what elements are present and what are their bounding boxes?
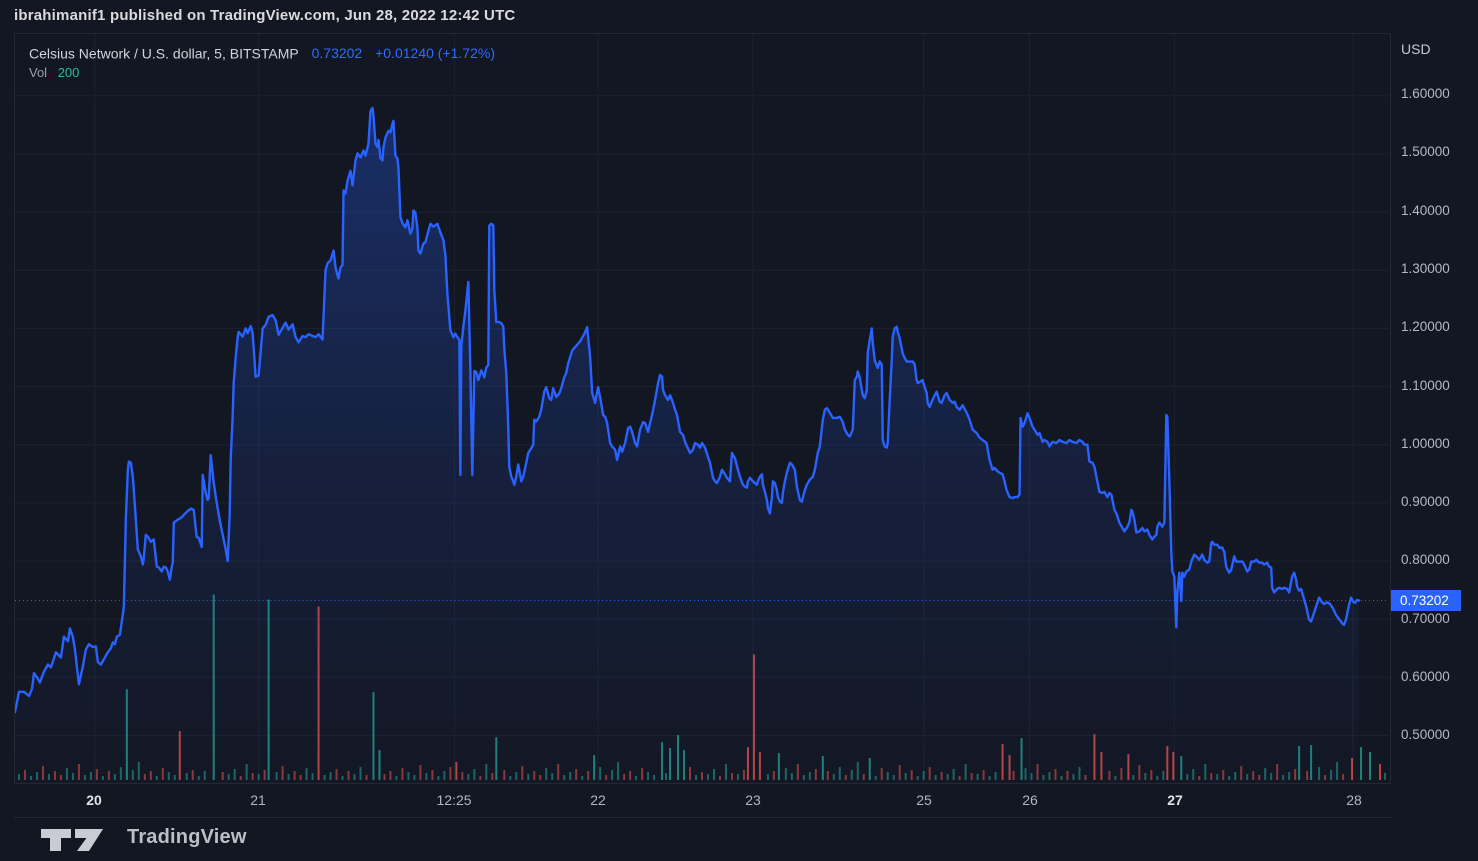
tradingview-brand-text[interactable]: TradingView	[127, 826, 247, 848]
last-price-axis-label: 0.73202	[1391, 590, 1461, 611]
price-line	[15, 106, 1361, 714]
price-chart-canvas[interactable]	[15, 34, 1390, 783]
price-axis[interactable]: USD 1.60000 1.50000 1.40000 1.30000 1.20000 1…	[1391, 33, 1478, 784]
tradingview-logo-icon[interactable]	[39, 827, 107, 853]
price-axis-label: 0.80000	[1401, 552, 1450, 568]
last-price-value: 0.73202	[311, 45, 363, 62]
chart-pane[interactable]: Celsius Network / U.S. dollar, 5, BITSTA…	[14, 33, 1391, 784]
time-axis-label-25: 25	[916, 792, 932, 808]
price-axis-label: 1.10000	[1401, 377, 1450, 393]
time-axis-label-21: 21	[250, 792, 266, 808]
volume-bar	[1384, 773, 1387, 781]
price-axis-label: 1.50000	[1401, 144, 1450, 160]
published-header: ibrahimanif1 published on TradingView.co…	[14, 7, 516, 24]
time-axis[interactable]: 20 21 12:25 22 23 25 26 27 28	[14, 784, 1391, 818]
price-axis-label: 1.60000	[1401, 86, 1450, 101]
time-axis-label-22: 22	[590, 792, 606, 808]
volume-bar	[1379, 764, 1382, 781]
price-axis-label: 1.20000	[1401, 319, 1450, 335]
time-axis-label-27: 27	[1167, 792, 1183, 808]
time-axis-label-23: 23	[745, 792, 761, 808]
chart-legend: Celsius Network / U.S. dollar, 5, BITSTA…	[29, 44, 495, 80]
currency-label: USD	[1401, 41, 1431, 57]
footer-bar: TradingView	[0, 818, 1478, 861]
price-axis-label: 0.90000	[1401, 494, 1450, 510]
volume-bar	[1369, 752, 1372, 781]
price-axis-label: 1.40000	[1401, 202, 1450, 218]
price-axis-label: 0.50000	[1401, 727, 1450, 743]
price-axis-label: 0.70000	[1401, 610, 1450, 626]
price-axis-label: 1.00000	[1401, 435, 1450, 451]
volume-indicator-value: 200	[57, 65, 80, 81]
volume-indicator-label[interactable]: Vol	[29, 65, 48, 81]
price-area-fill	[15, 108, 1360, 783]
time-axis-label-20: 20	[86, 792, 102, 808]
symbol-title[interactable]: Celsius Network / U.S. dollar, 5, BITSTA…	[29, 45, 299, 62]
price-axis-label: 1.30000	[1401, 260, 1450, 276]
price-axis-label: 0.60000	[1401, 669, 1450, 684]
time-axis-label-12-25: 12:25	[436, 792, 472, 808]
time-axis-label-28: 28	[1346, 792, 1362, 808]
volume-bar	[1360, 747, 1363, 781]
price-change-value: +0.01240 (+1.72%)	[375, 45, 495, 62]
time-axis-label-26: 26	[1022, 792, 1038, 808]
